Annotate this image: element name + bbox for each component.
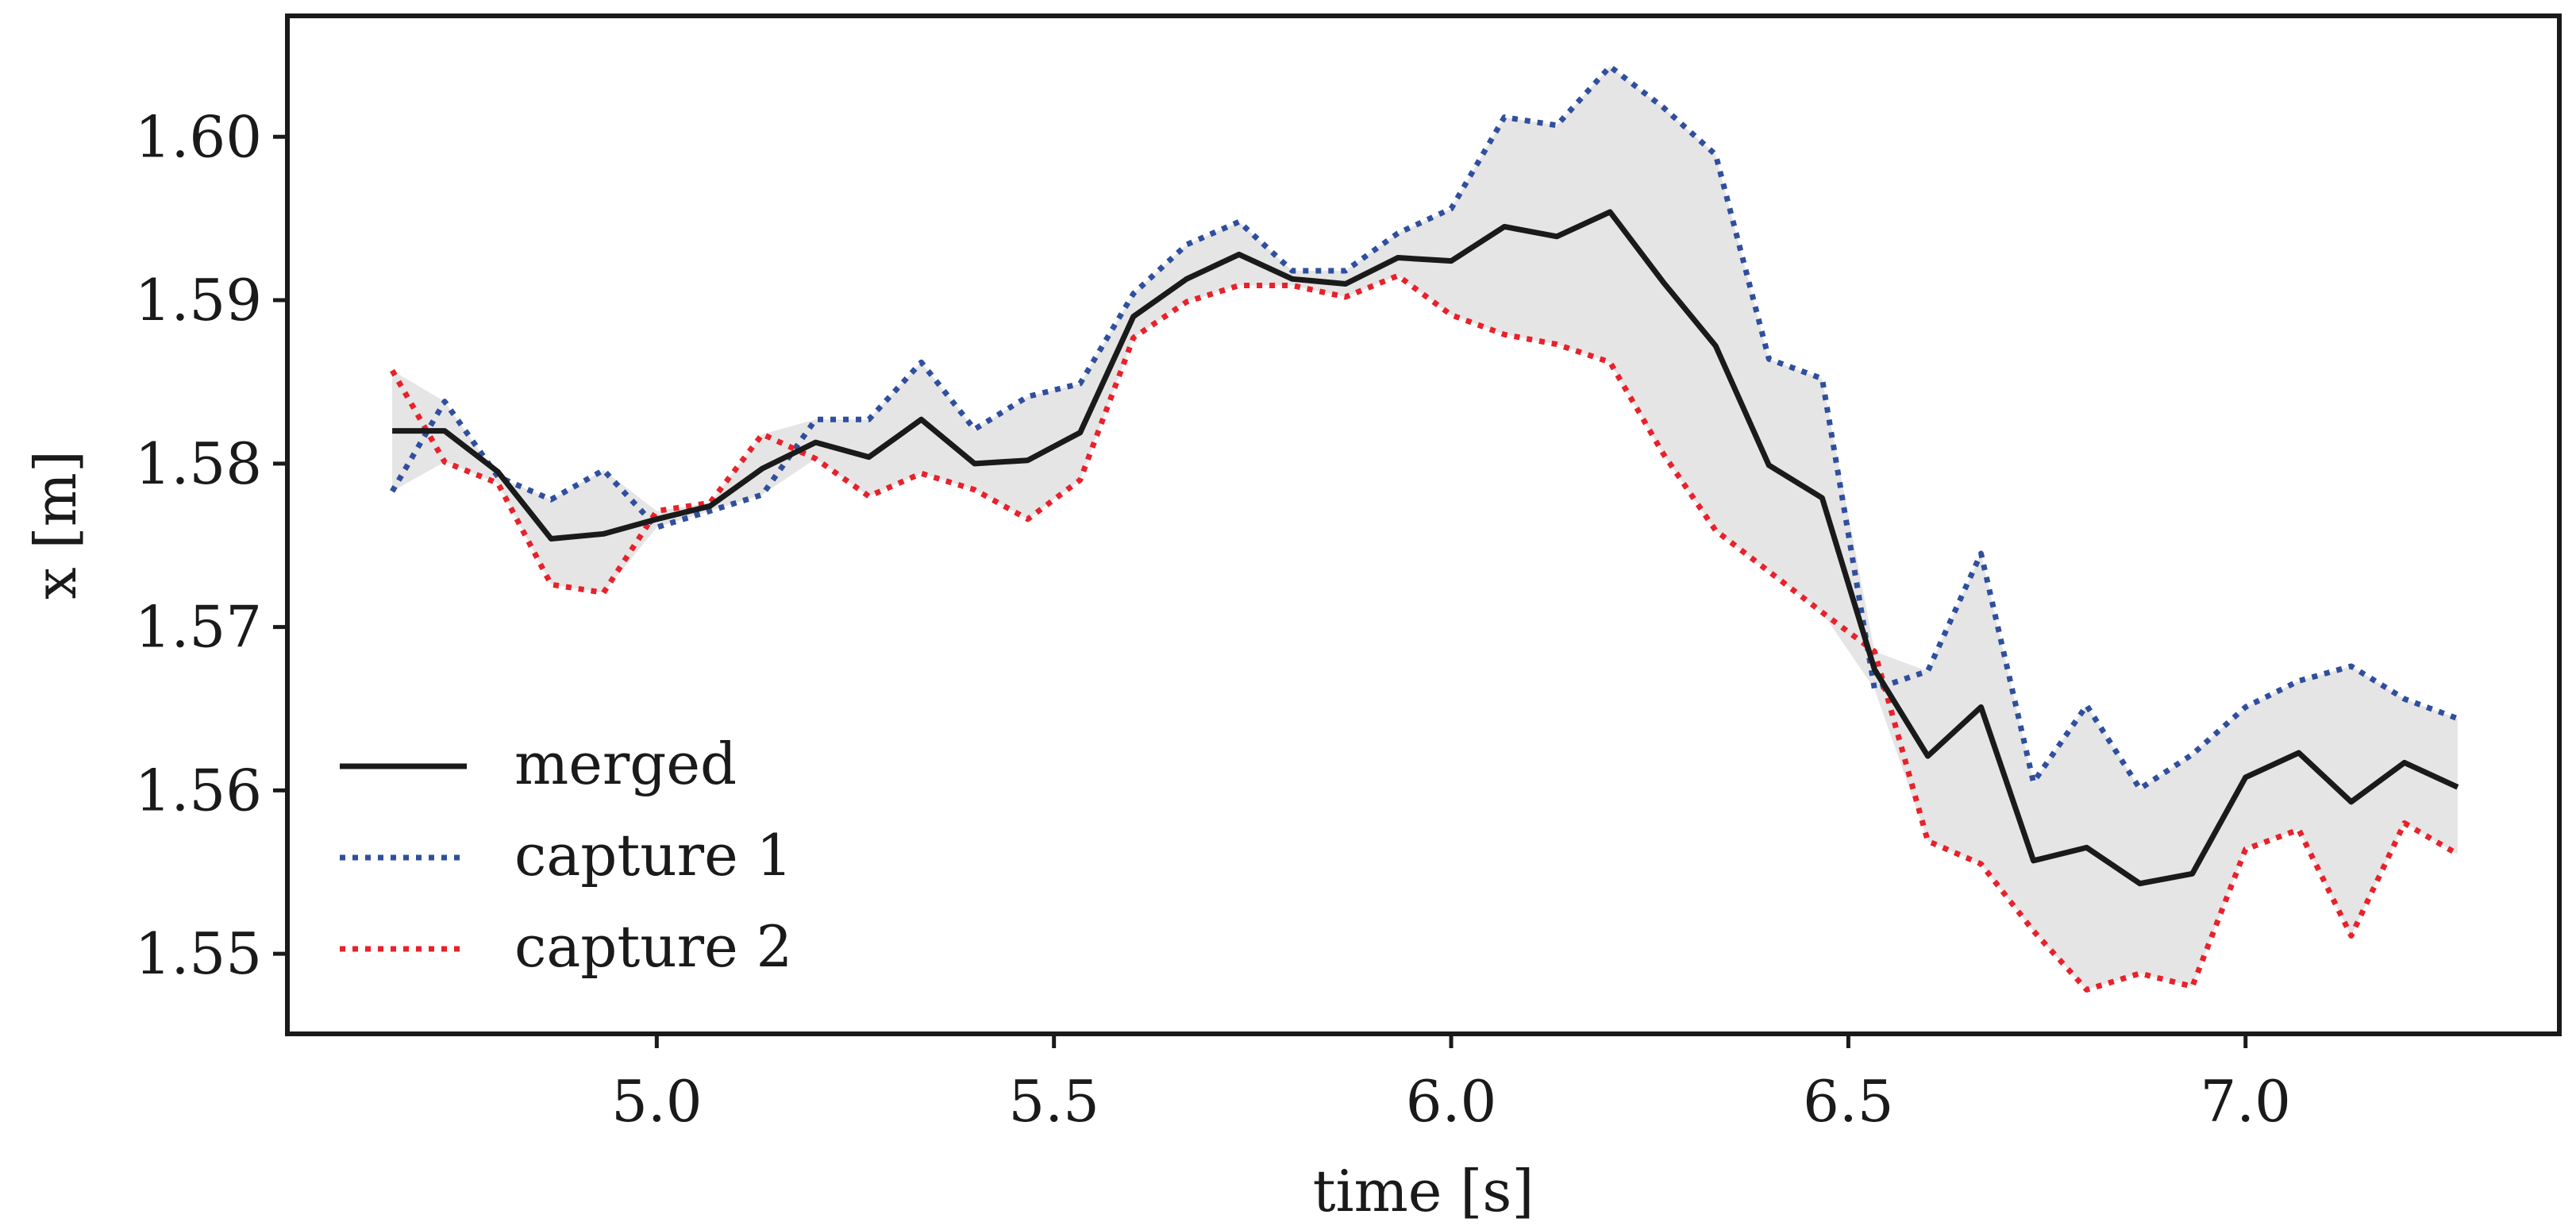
series-layer: [390, 64, 2459, 993]
y-tick-label: 1.56: [135, 757, 262, 823]
x-axis-title: time [s]: [1313, 1158, 1534, 1224]
range-band-layer: [392, 66, 2458, 990]
series-line-capture-1: [390, 64, 2459, 792]
y-tick-label: 1.60: [135, 103, 262, 170]
y-axis: 1.55 1.56 1.57 1.58 1.59 1.60: [135, 103, 287, 987]
capture-range-band: [392, 66, 2458, 990]
legend-label-merged: merged: [514, 731, 737, 797]
x-tick-label: 6.5: [1803, 1068, 1894, 1135]
x-tick-label: 5.5: [1008, 1068, 1099, 1135]
series-line-merged: [392, 209, 2459, 887]
legend-label-capture-1: capture 1: [514, 822, 792, 889]
x-axis: 5.0 5.5 6.0 6.5 7.0: [611, 1034, 2291, 1135]
x-tick-label: 7.0: [2200, 1068, 2291, 1135]
y-tick-label: 1.59: [135, 267, 262, 334]
y-tick-label: 1.58: [135, 430, 262, 497]
series-line-capture-2: [390, 272, 2459, 993]
y-tick-label: 1.55: [135, 920, 262, 987]
legend: merged capture 1 capture 2: [340, 731, 792, 980]
y-tick-label: 1.57: [135, 594, 262, 661]
x-tick-label: 6.0: [1406, 1068, 1497, 1135]
plot-frame: [285, 13, 2562, 1036]
legend-label-capture-2: capture 2: [514, 913, 792, 980]
y-axis-title: x [m]: [22, 450, 89, 600]
x-tick-label: 5.0: [611, 1068, 703, 1135]
